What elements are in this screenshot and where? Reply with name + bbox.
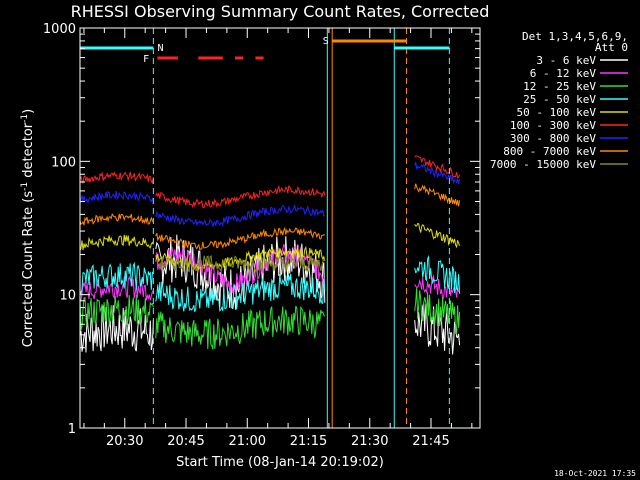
- legend-label-2: 12 - 25 keV: [523, 80, 596, 93]
- legend-label-0: 3 - 6 keV: [536, 54, 596, 67]
- series-path: [414, 222, 461, 249]
- y-axis-label-part3: ): [21, 109, 36, 114]
- y-axis-label-sup2: -1: [20, 114, 30, 123]
- chart-title: RHESSI Observing Summary Count Rates, Co…: [71, 2, 490, 21]
- y-axis-label: Corrected Count Rate (s-1 detector-1): [20, 109, 36, 347]
- series-path: [79, 305, 154, 353]
- series-line-7: [79, 183, 461, 251]
- series-path: [414, 303, 461, 355]
- y-tick-label: 1: [68, 422, 76, 437]
- series-path: [79, 170, 154, 185]
- plot-frame: [79, 27, 481, 429]
- legend-label-3: 25 - 50 keV: [523, 93, 596, 106]
- y-tick-label: 100: [51, 155, 76, 170]
- series-path: [155, 184, 326, 209]
- series-path: [158, 255, 325, 274]
- series-path: [155, 203, 326, 228]
- markers-layer: NF S: [80, 28, 450, 428]
- saa-flag-label: S: [323, 36, 329, 47]
- y-axis-label-part1: Corrected Count Rate (s: [21, 191, 36, 348]
- series-line-2: [79, 287, 461, 350]
- legend-label-7: 800 - 7000 keV: [503, 145, 596, 158]
- footer-timestamp: 18-Oct-2021 17:35: [554, 469, 636, 478]
- series-path: [155, 273, 326, 313]
- series-path: [414, 161, 461, 185]
- series-line-8: [158, 255, 325, 274]
- legend-label-1: 6 - 12 keV: [530, 67, 597, 80]
- series-path: [414, 254, 461, 294]
- x-tick-label: 21:00: [229, 434, 266, 449]
- series-path: [414, 155, 461, 179]
- series-path: [79, 234, 154, 251]
- series-path: [79, 261, 154, 295]
- series-line-6: [79, 161, 461, 228]
- legend-label-5: 100 - 300 keV: [510, 119, 596, 132]
- series-path: [414, 183, 461, 207]
- x-tick-label: 20:45: [167, 434, 204, 449]
- x-tick-label: 21:45: [412, 434, 449, 449]
- legend-header-2: Att 0: [595, 41, 628, 54]
- series-line-3: [79, 254, 461, 313]
- series-path: [155, 226, 325, 251]
- y-axis-label-part2: detector: [21, 122, 36, 182]
- series-layer: [79, 155, 461, 355]
- x-tick-label: 21:15: [290, 434, 327, 449]
- night-flag-label: N: [157, 43, 163, 54]
- x-axis: 20:30 20:45 21:00 21:15 21:30 21:45: [83, 28, 473, 449]
- legend-header-1: Det 1,3,4,5,6,9,: [522, 30, 628, 43]
- x-axis-label: Start Time (08-Jan-14 20:19:02): [176, 455, 384, 470]
- series-path: [79, 190, 154, 205]
- y-axis: 1 10 100 1000: [43, 22, 480, 437]
- x-tick-label: 21:30: [351, 434, 388, 449]
- series-path: [79, 294, 154, 330]
- x-tick-label: 20:30: [106, 434, 143, 449]
- series-path: [414, 274, 460, 300]
- series-path: [155, 305, 326, 350]
- y-axis-label-sup1: -1: [20, 182, 30, 191]
- y-tick-label: 1000: [43, 22, 76, 37]
- series-path: [79, 212, 154, 226]
- series-line-5: [79, 155, 461, 209]
- legend-label-6: 300 - 800 keV: [510, 132, 596, 145]
- series-path: [414, 287, 461, 335]
- y-tick-label: 10: [59, 289, 76, 304]
- legend-label-8: 7000 - 15000 keV: [490, 158, 596, 171]
- legend-label-4: 50 - 100 keV: [517, 106, 597, 119]
- flare-flag-label: F: [143, 54, 149, 65]
